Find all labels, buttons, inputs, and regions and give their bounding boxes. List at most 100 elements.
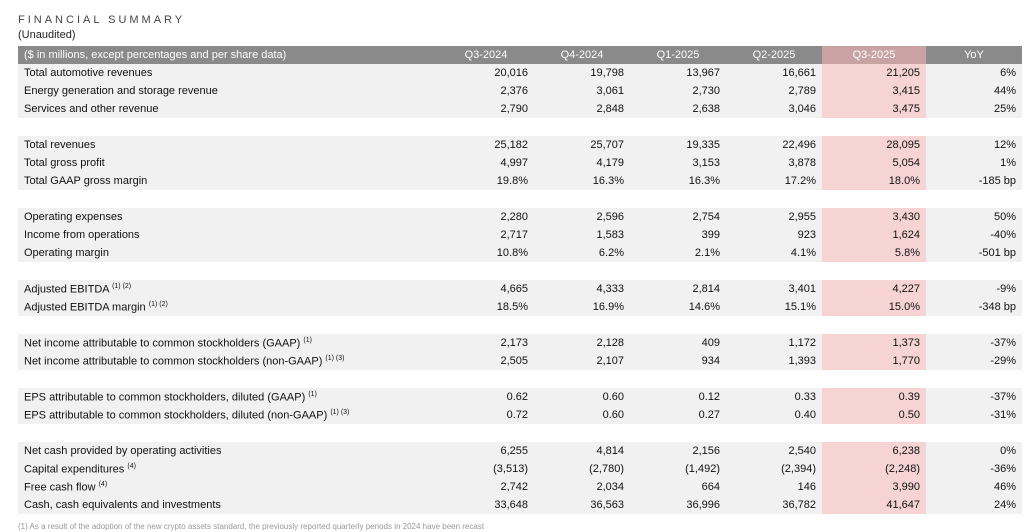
row-label-cell: Free cash flow (4) <box>18 478 438 496</box>
row-label: Total gross profit <box>24 157 105 169</box>
table-row: Cash, cash equivalents and investments 33… <box>18 496 1022 514</box>
value-cell: 2,848 <box>534 100 630 118</box>
table-row: EPS attributable to common stockholders,… <box>18 406 1022 424</box>
spacer-cell <box>18 370 438 388</box>
value-cell: 15.0% <box>822 298 926 316</box>
spacer-cell <box>534 316 630 334</box>
value-cell: 1,770 <box>822 352 926 370</box>
value-cell: 2,505 <box>438 352 534 370</box>
value-cell: 664 <box>630 478 726 496</box>
row-label-cell: Capital expenditures (4) <box>18 460 438 478</box>
value-cell: 3,878 <box>726 154 822 172</box>
value-cell: 3,401 <box>726 280 822 298</box>
value-cell: 2,730 <box>630 82 726 100</box>
row-label: Cash, cash equivalents and investments <box>24 499 221 511</box>
row-label: Total GAAP gross margin <box>24 175 148 187</box>
value-cell: 2,789 <box>726 82 822 100</box>
value-cell: 0.40 <box>726 406 822 424</box>
value-cell: 4.1% <box>726 244 822 262</box>
value-cell: 0.62 <box>438 388 534 406</box>
table-row: EPS attributable to common stockholders,… <box>18 388 1022 406</box>
spacer-cell <box>534 262 630 280</box>
value-cell: 46% <box>926 478 1022 496</box>
row-label-cell: Adjusted EBITDA (1) (2) <box>18 280 438 298</box>
row-label-cell: Net income attributable to common stockh… <box>18 352 438 370</box>
table-row: Operating expenses 2,280 2,596 2,754 2,955 3,… <box>18 208 1022 226</box>
spacer-row <box>18 316 1022 334</box>
table-body: Total automotive revenues 20,016 19,798 13,… <box>18 64 1022 514</box>
spacer-row <box>18 424 1022 442</box>
footnote: (1) As a result of the adoption of the n… <box>18 522 485 531</box>
value-cell: 0% <box>926 442 1022 460</box>
value-cell: 2,280 <box>438 208 534 226</box>
value-cell: 1,624 <box>822 226 926 244</box>
value-cell: 1,373 <box>822 334 926 352</box>
row-label-cell: EPS attributable to common stockholders,… <box>18 406 438 424</box>
value-cell: 25% <box>926 100 1022 118</box>
spacer-cell <box>926 118 1022 136</box>
spacer-row <box>18 190 1022 208</box>
spacer-cell <box>822 424 926 442</box>
table-row: Total gross profit 4,997 4,179 3,153 3,878 5,… <box>18 154 1022 172</box>
value-cell: 6,238 <box>822 442 926 460</box>
value-cell: 409 <box>630 334 726 352</box>
value-cell: -31% <box>926 406 1022 424</box>
table-row: Adjusted EBITDA margin (1) (2) 18.5% 16.9%… <box>18 298 1022 316</box>
row-label-cell: Total automotive revenues <box>18 64 438 82</box>
table-row: Net income attributable to common stockh… <box>18 334 1022 352</box>
value-cell: 25,182 <box>438 136 534 154</box>
row-label-cell: Services and other revenue <box>18 100 438 118</box>
row-label-cell: Net cash provided by operating activitie… <box>18 442 438 460</box>
value-cell: 16.3% <box>534 172 630 190</box>
value-cell: (3,513) <box>438 460 534 478</box>
row-label-cell: Adjusted EBITDA margin (1) (2) <box>18 298 438 316</box>
value-cell: 13,967 <box>630 64 726 82</box>
value-cell: 3,430 <box>822 208 926 226</box>
value-cell: 0.50 <box>822 406 926 424</box>
value-cell: 1,393 <box>726 352 822 370</box>
value-cell: 934 <box>630 352 726 370</box>
value-cell: 2,540 <box>726 442 822 460</box>
value-cell: 5.8% <box>822 244 926 262</box>
row-label: Services and other revenue <box>24 103 159 115</box>
value-cell: 19,798 <box>534 64 630 82</box>
row-label-cell: Total revenues <box>18 136 438 154</box>
spacer-cell <box>726 262 822 280</box>
value-cell: 399 <box>630 226 726 244</box>
footnote-ref: (1) <box>303 336 312 344</box>
spacer-cell <box>822 190 926 208</box>
value-cell: 4,997 <box>438 154 534 172</box>
column-header-q3-2025: Q3-2025 <box>822 46 926 64</box>
value-cell: 2,596 <box>534 208 630 226</box>
table-row: Adjusted EBITDA (1) (2) 4,665 4,333 2,814 3,… <box>18 280 1022 298</box>
spacer-cell <box>630 190 726 208</box>
table-row: Operating margin 10.8% 6.2% 2.1% 4.1% 5.8% -50… <box>18 244 1022 262</box>
spacer-cell <box>534 190 630 208</box>
value-cell: 2.1% <box>630 244 726 262</box>
column-header-description: ($ in millions, except percentages and p… <box>18 46 438 64</box>
spacer-cell <box>18 316 438 334</box>
value-cell: -37% <box>926 388 1022 406</box>
value-cell: 146 <box>726 478 822 496</box>
column-header-q2-2025: Q2-2025 <box>726 46 822 64</box>
value-cell: 4,333 <box>534 280 630 298</box>
spacer-cell <box>18 424 438 442</box>
value-cell: 3,061 <box>534 82 630 100</box>
page-title: FINANCIAL SUMMARY <box>18 14 186 26</box>
row-label: Total automotive revenues <box>24 67 153 79</box>
value-cell: 923 <box>726 226 822 244</box>
value-cell: 36,782 <box>726 496 822 514</box>
table-row: Total GAAP gross margin 19.8% 16.3% 16.3% 17… <box>18 172 1022 190</box>
spacer-cell <box>438 118 534 136</box>
column-header-yoy: YoY <box>926 46 1022 64</box>
value-cell: 17.2% <box>726 172 822 190</box>
value-cell: 2,173 <box>438 334 534 352</box>
table-header-row: ($ in millions, except percentages and p… <box>18 46 1022 64</box>
value-cell: 10.8% <box>438 244 534 262</box>
spacer-cell <box>438 316 534 334</box>
row-label: Income from operations <box>24 229 140 241</box>
row-label: Net income attributable to common stockh… <box>24 337 301 350</box>
value-cell: 2,717 <box>438 226 534 244</box>
value-cell: 33,648 <box>438 496 534 514</box>
value-cell: 2,156 <box>630 442 726 460</box>
